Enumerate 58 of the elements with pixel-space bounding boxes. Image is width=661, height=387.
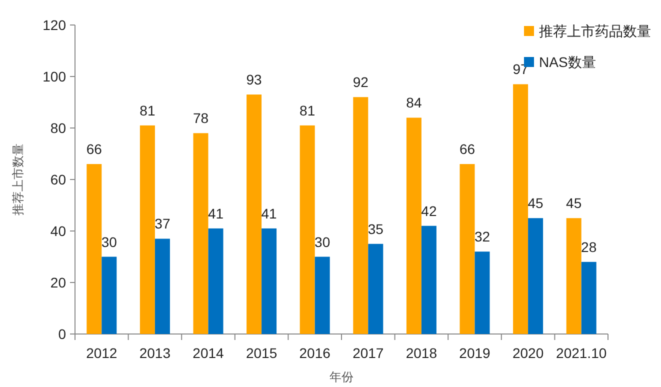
bar [208,228,224,334]
bar [353,97,368,334]
data-label: 84 [406,94,422,111]
data-label: 66 [459,141,476,158]
x-tick-label: 2014 [192,345,224,361]
data-label: 81 [140,102,156,118]
x-tick-label: 2013 [139,345,171,361]
data-label: 92 [352,74,369,90]
y-tick-label: 80 [50,120,66,136]
bar [140,125,155,334]
data-label: 30 [101,234,118,250]
data-label: 93 [246,72,262,88]
data-label: 32 [474,228,490,245]
data-label: 66 [86,141,102,158]
data-label: 41 [261,205,278,222]
data-label: 78 [192,110,209,126]
y-tick-label: 60 [50,172,66,188]
x-tick-label: 2019 [459,345,491,361]
x-tick-label: 2021.10 [556,345,607,361]
y-tick-label: 120 [42,17,66,33]
bar [421,226,436,334]
bar [86,164,102,334]
bar [474,252,490,334]
bar [566,218,582,334]
x-tick-label: 2015 [246,345,278,361]
y-tick-label: 40 [50,223,66,239]
data-label: 45 [528,195,544,212]
data-label: 81 [300,102,316,118]
data-label: 42 [421,202,437,219]
data-label: 30 [314,234,330,250]
x-tick-label: 2016 [299,345,331,361]
bar [513,84,528,334]
bar [406,118,422,334]
bar [262,228,277,334]
data-label: 28 [581,238,597,255]
bar [528,218,544,334]
y-tick-label: 20 [50,274,66,290]
data-label: 45 [566,195,582,212]
bar [581,262,596,334]
bar [154,238,170,334]
bar [300,125,315,334]
y-axis-title: 推荐上市数量 [11,144,25,216]
bar [193,133,208,334]
x-tick-label: 2020 [512,345,544,361]
legend-label: NAS数量 [539,54,596,70]
bar [314,256,330,334]
bar [460,164,475,334]
y-tick-label: 0 [58,326,66,342]
bar [246,94,262,334]
x-axis-title: 年份 [330,370,354,384]
bar [102,256,117,334]
x-tick-label: 2018 [406,345,438,361]
x-tick-label: 2017 [352,345,384,361]
y-tick-label: 100 [42,68,66,84]
data-label: 37 [154,216,170,232]
data-label: 35 [368,220,384,237]
x-tick-label: 2012 [86,345,118,361]
bar [368,244,384,334]
